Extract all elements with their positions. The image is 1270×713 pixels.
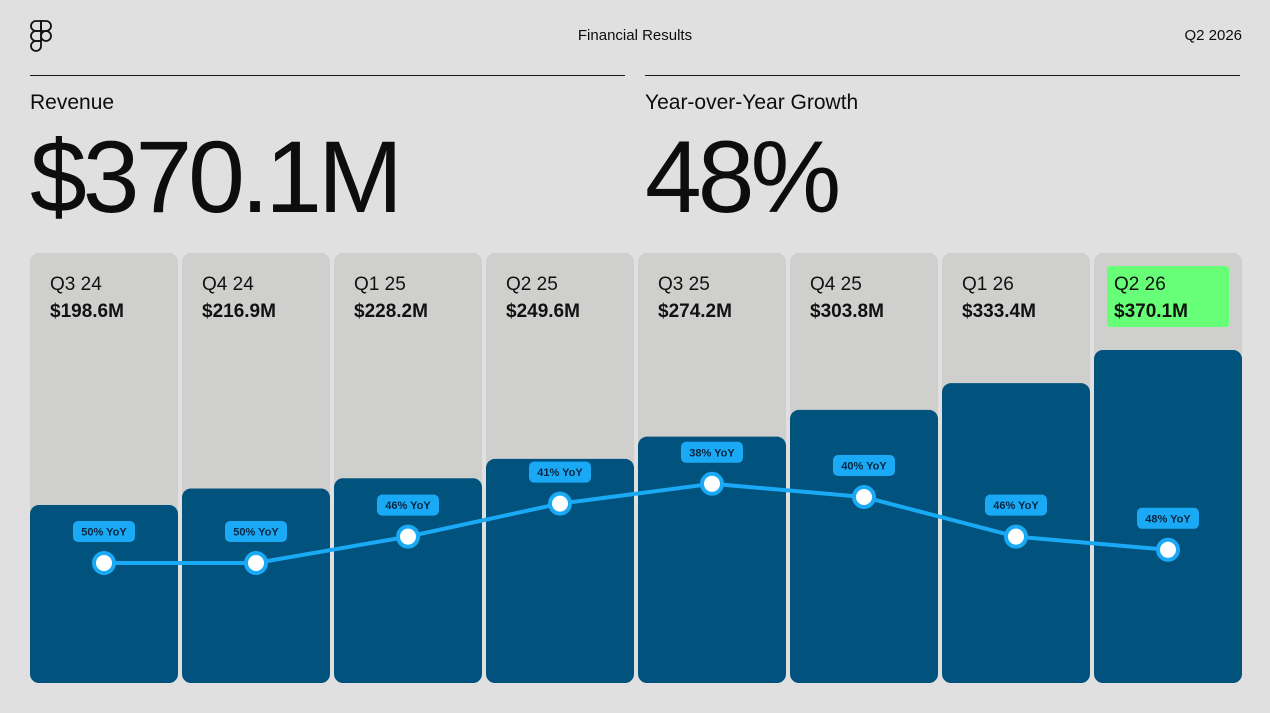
quarter-label: Q3 24: [50, 274, 102, 295]
yoy-badge: [225, 521, 287, 542]
yoy-point: [700, 471, 724, 496]
yoy-badge: [833, 455, 895, 476]
yoy-label: 46% YoY: [993, 500, 1039, 512]
yoy-label: 50% YoY: [81, 527, 127, 539]
page-title: Financial Results: [577, 27, 693, 44]
quarter-label: Q1 26: [962, 274, 1014, 295]
quarter-label: Q4 24: [202, 274, 254, 295]
quarter-label: Q4 25: [810, 274, 862, 295]
yoy-point: [92, 551, 116, 575]
growth-label: Year-over-Year Growth: [645, 91, 859, 114]
figma-logo-icon: [30, 20, 52, 52]
yoy-badge: [1137, 507, 1199, 529]
yoy-point: [548, 491, 572, 516]
yoy-badge: [377, 494, 439, 516]
yoy-label: 38% YoY: [689, 447, 735, 459]
yoy-point: [852, 485, 876, 509]
revenue-value-label: $216.9M: [202, 301, 276, 322]
yoy-badge: [985, 494, 1047, 516]
revenue-value: $370.1M: [30, 120, 403, 234]
revenue-bar: [486, 458, 634, 683]
yoy-growth-line: [104, 481, 1169, 565]
revenue-bar: [638, 436, 786, 683]
revenue-bar: [790, 409, 938, 683]
yoy-point: [1004, 524, 1028, 549]
divider-left: [30, 75, 625, 76]
yoy-label: 41% YoY: [537, 467, 583, 479]
yoy-badge: [73, 521, 135, 542]
revenue-value-label: $198.6M: [50, 301, 124, 322]
revenue-bar: [30, 505, 178, 683]
revenue-value-label: $303.8M: [810, 301, 884, 322]
revenue-value-label: $249.6M: [506, 301, 580, 322]
yoy-badge: [681, 441, 743, 463]
yoy-label: 48% YoY: [1145, 513, 1191, 525]
quarter-label: Q1 25: [354, 274, 406, 295]
revenue-value-label: $274.2M: [658, 301, 732, 322]
yoy-label: 40% YoY: [841, 461, 887, 473]
yoy-badge: [529, 461, 591, 483]
yoy-point: [396, 524, 420, 549]
growth-value: 48%: [645, 120, 841, 234]
report-quarter: Q2 2026: [1184, 27, 1242, 44]
revenue-value-label: $228.2M: [354, 301, 428, 322]
quarter-label: Q2 26: [1114, 274, 1166, 295]
divider-right: [645, 75, 1240, 76]
yoy-label: 50% YoY: [233, 527, 279, 539]
revenue-value-label: $333.4M: [962, 301, 1036, 322]
yoy-point: [1156, 537, 1180, 562]
revenue-bar: [182, 488, 330, 683]
quarter-label: Q3 25: [658, 274, 710, 295]
yoy-label: 46% YoY: [385, 500, 431, 512]
quarter-label: Q2 25: [506, 274, 558, 295]
revenue-value-label: $370.1M: [1114, 301, 1188, 322]
highlight-badge: [1107, 266, 1229, 327]
revenue-label: Revenue: [30, 91, 115, 114]
yoy-point: [244, 551, 268, 575]
